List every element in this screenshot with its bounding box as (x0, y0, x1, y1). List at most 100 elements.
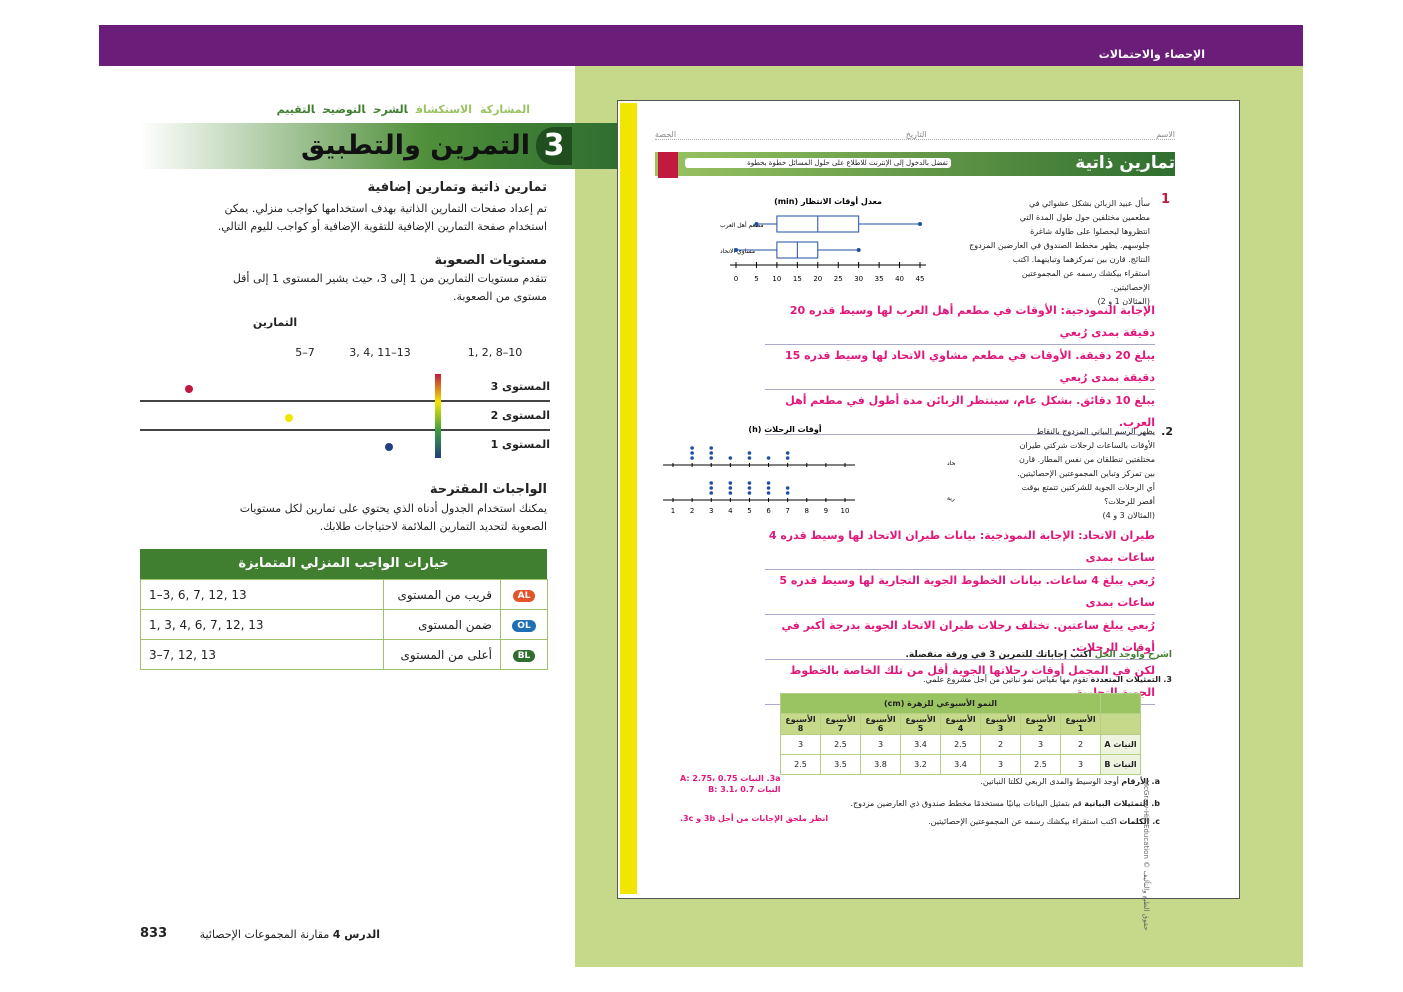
row-label: الخطوط الجوية التجارية (947, 495, 955, 502)
answer-line: رُبعي يبلغ ساعتين. تختلف رحلات طيران الا… (765, 615, 1155, 660)
section-title: التمرين والتطبيق (300, 130, 530, 161)
table-cell (1100, 713, 1141, 735)
p2-num: 2. (1161, 425, 1173, 438)
part-question: c. الكلمات اكتب استقراء بيكشك رسمه عن ال… (928, 813, 1160, 831)
level-dot (385, 443, 393, 451)
p1-line: (المثالان 1 و 2) (1097, 297, 1150, 306)
s2-text: تتقدم مستويات التمارين من 1 إلى 3، حيث ي… (140, 270, 547, 306)
footer: الدرس 4 مقارنة المجموعات الإحصائية (135, 928, 380, 941)
exercises-label: التمارين (252, 316, 298, 329)
part-text: اكتب استقراء بيكشك رسمه عن المجموعتين ال… (928, 817, 1117, 826)
explain: اشرح وأوجد الحل اكتب إجاباتك للتمرين 3 ف… (830, 650, 1172, 660)
dot (728, 481, 733, 485)
hw-cell: BL (500, 639, 548, 670)
table-row: الأسبوع 1 الأسبوع 2 الأسبوع 3 الأسبوع 4 الأس… (780, 713, 1141, 735)
dot (766, 486, 771, 490)
nav-item: الشرح (373, 103, 408, 116)
p2-line: مختلفتين تنطلقان من نفس المطار. قارن (1019, 455, 1155, 464)
step-number: 3 (536, 127, 572, 165)
hw-cell: ضمن المستوى (383, 609, 501, 640)
table-cell: 3.4 (940, 754, 981, 775)
table-cell: 3 (860, 734, 901, 755)
dot (690, 446, 694, 450)
text-line: تم إعداد صفحات التمارين الذاتية بهدف است… (224, 202, 547, 215)
hw-cell: قريب من المستوى (383, 579, 501, 610)
whisker-end (734, 248, 738, 252)
hw-cell: 3–7, 12, 13 (140, 639, 384, 670)
table-cell: 3.4 (900, 734, 941, 755)
dot (785, 491, 790, 495)
table-head: الأسبوع 2 (1020, 713, 1061, 735)
footer-lesson: الدرس 4 (332, 928, 380, 941)
level-scale (435, 374, 441, 458)
nav-item: التقييم (276, 103, 315, 116)
dots-title: أوقات الرحلات (h) (748, 424, 821, 434)
hw-cell: أعلى من المستوى (383, 639, 501, 670)
table-title: النمو الأسبوعي للزهرة (cm) (780, 693, 1101, 714)
hw-cell: AL (500, 579, 548, 610)
part-text: قم بتمثيل البيانات بيانيًا مستخدمًا مخطط… (850, 799, 1082, 808)
table-head: الأسبوع 1 (1060, 713, 1101, 735)
part-question: b. التمثيلات البيانية قم بتمثيل البيانات… (850, 795, 1160, 813)
answer-line: انظر ملحق الإجابات من أجل 3b و 3c. (680, 814, 829, 823)
tick-label: 30 (854, 275, 863, 283)
table-cell: 2.5 (940, 734, 981, 755)
p1-num: 1 (1160, 192, 1170, 207)
nav-item: المشاركة (480, 103, 530, 116)
table-cell: 2 (980, 734, 1021, 755)
table-head: الأسبوع 6 (860, 713, 901, 735)
explain-text: اكتب إجاباتك للتمرين 3 في ورقة منفصلة. (905, 650, 1092, 660)
tick-label: 1 (671, 507, 675, 515)
dot (766, 491, 771, 495)
hw-cell: 1–3, 6, 7, 12, 13 (140, 579, 384, 610)
dot (785, 451, 790, 455)
tick-label: 45 (916, 275, 925, 283)
dot (709, 456, 714, 460)
field: التاريخ (905, 130, 927, 139)
part: c. الكلمات اكتب استقراء بيكشك رسمه عن ال… (680, 813, 1160, 831)
tick-label: 3 (709, 507, 713, 515)
field: الاسم (1156, 130, 1175, 139)
table-head: الأسبوع 8 (780, 713, 821, 735)
p1-line: انتظروها ليحصلوا على طاولة شاغرة (1030, 227, 1150, 236)
p2-line: أي الرحلات الجوية للشركتين تتمتع بوقت (1021, 483, 1155, 492)
part-answer: انظر ملحق الإجابات من أجل 3b و 3c. (680, 813, 828, 831)
part-label: a. الأرقام (1121, 777, 1160, 786)
text-line: الصعوبة لتحديد التمارين الملائمة لاحتياج… (319, 520, 547, 533)
dot (785, 456, 790, 460)
answer-line: النبات B: 3.1، 0.7 (708, 785, 781, 794)
dot (728, 491, 733, 495)
row-head: النبات A (1100, 734, 1141, 755)
table-cell: 3 (780, 734, 821, 755)
whisker-end (754, 222, 759, 226)
exercise-range: 3, 4, 11–13 (349, 346, 411, 359)
dot (709, 451, 714, 455)
table-head: الأسبوع 4 (940, 713, 981, 735)
s1-title: تمارين ذاتية وتمارين إضافية (367, 180, 547, 195)
table-cell: 3.5 (820, 754, 861, 775)
level-label: المستوى 1 (490, 438, 550, 451)
table-row: النبات B 3 2.5 3 3.4 3.2 3.8 3.5 2.5 (780, 754, 1141, 775)
dot (747, 481, 752, 485)
dot (709, 491, 714, 495)
difficulty-chart: 1, 2, 8–10 3, 4, 11–13 5–7 المستوى 3 المستوى… (140, 340, 550, 460)
hw-cell: OL (500, 609, 548, 640)
table-cell: 3.2 (900, 754, 941, 775)
dot (690, 456, 694, 460)
exercise-range: 5–7 (295, 346, 315, 359)
row-label: مشاوي الاتحاد (720, 248, 755, 255)
header-title: الإحصاء والاحتمالات (1098, 48, 1205, 61)
tick-label: 35 (875, 275, 884, 283)
p3-num: 3. (1163, 675, 1172, 684)
dot (747, 456, 752, 460)
dot (728, 456, 733, 460)
p2-line: أقصر للرحلات؟ (1104, 497, 1155, 506)
answer-line: 3a. النبات A: 2.75، 0.75 (680, 774, 781, 783)
hw-level: OL (512, 620, 536, 632)
part: a. الأرقام أوجد الوسيط والمدى الربعي لكل… (680, 773, 1160, 795)
tick-label: 10 (772, 275, 781, 283)
p2-line: بين تمركز وتباين المجموعتين الإحصائيتين. (1017, 469, 1155, 478)
icon (658, 152, 678, 178)
p3-label: التمثيلات المتعددة (1090, 675, 1161, 684)
